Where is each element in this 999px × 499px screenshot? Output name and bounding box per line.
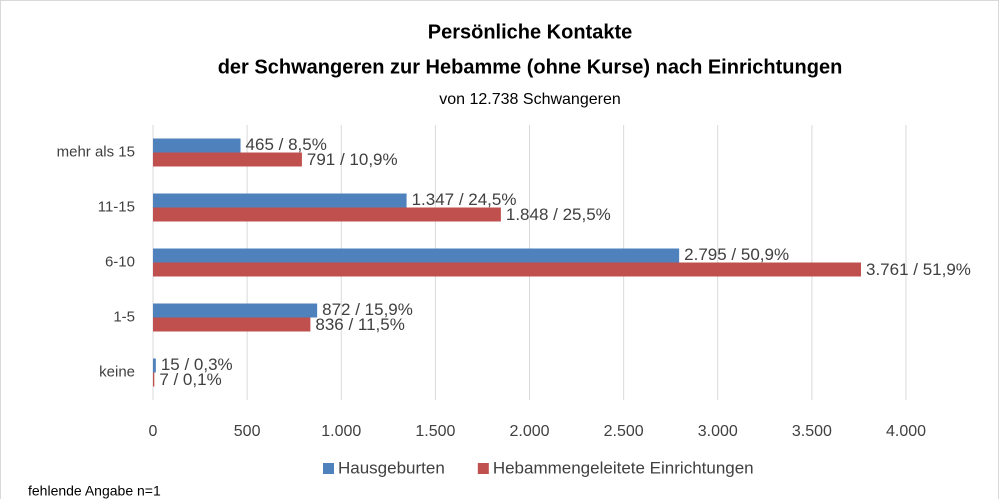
legend-label: Hausgeburten bbox=[338, 458, 445, 477]
bar bbox=[153, 358, 156, 373]
data-label: 836 / 11,5% bbox=[315, 315, 404, 334]
x-tick-label: 4.000 bbox=[886, 423, 926, 440]
data-label: 1.848 / 25,5% bbox=[506, 205, 611, 224]
data-label: 7 / 0,1% bbox=[159, 370, 221, 389]
x-tick-label: 1.000 bbox=[321, 423, 361, 440]
footnote: fehlende Angabe n=1 bbox=[28, 483, 161, 499]
data-label: 3.761 / 51,9% bbox=[866, 260, 971, 279]
bar bbox=[153, 303, 318, 318]
legend-swatch bbox=[477, 463, 489, 474]
chart-title: der Schwangeren zur Hebamme (ohne Kurse)… bbox=[218, 56, 843, 78]
data-label: 1.347 / 24,5% bbox=[412, 190, 517, 209]
bar bbox=[153, 138, 241, 153]
x-tick-label: 0 bbox=[149, 423, 158, 440]
data-label: 2.795 / 50,9% bbox=[684, 245, 789, 264]
data-label: 15 / 0,3% bbox=[161, 355, 233, 374]
bar bbox=[153, 372, 155, 387]
y-tick-label: 1-5 bbox=[113, 308, 135, 325]
x-tick-label: 1.500 bbox=[415, 423, 455, 440]
y-tick-label: mehr als 15 bbox=[57, 143, 135, 160]
x-tick-label: 3.000 bbox=[698, 423, 738, 440]
chart-subtitle: von 12.738 Schwangeren bbox=[439, 91, 620, 108]
y-tick-label: 6-10 bbox=[105, 253, 135, 270]
data-label: 791 / 10,9% bbox=[307, 150, 398, 169]
x-tick-label: 500 bbox=[234, 423, 261, 440]
bar bbox=[153, 262, 862, 277]
data-label: 465 / 8,5% bbox=[246, 135, 327, 154]
x-tick-label: 2.000 bbox=[509, 423, 549, 440]
y-tick-label: keine bbox=[99, 363, 135, 380]
y-tick-label: 11-15 bbox=[98, 198, 135, 215]
bar bbox=[153, 317, 311, 332]
legend-swatch bbox=[323, 463, 334, 474]
bar bbox=[153, 152, 302, 167]
bar bbox=[153, 248, 680, 263]
legend-label: Hebammengeleitete Einrichtungen bbox=[493, 458, 754, 477]
data-label: 872 / 15,9% bbox=[322, 300, 413, 319]
bar bbox=[153, 193, 407, 208]
x-tick-label: 3.500 bbox=[792, 423, 832, 440]
bar bbox=[153, 207, 501, 222]
x-tick-label: 2.500 bbox=[604, 423, 644, 440]
chart-title: Persönliche Kontakte bbox=[428, 21, 633, 43]
